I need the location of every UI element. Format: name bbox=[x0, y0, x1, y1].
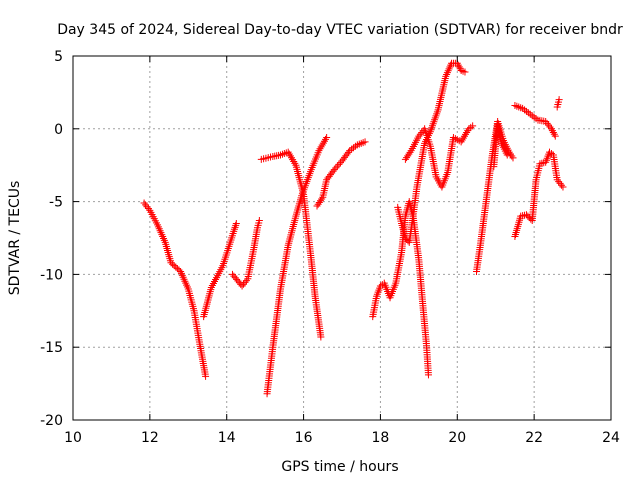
series-arc-8 bbox=[394, 59, 469, 246]
data-point bbox=[550, 130, 558, 138]
data-point bbox=[461, 68, 469, 76]
axis-ticks: 10 12 14 16 18 20 22 24 -20 -15 -10 -5 0 5 bbox=[40, 49, 620, 446]
series-arc-6 bbox=[313, 138, 369, 210]
data-point bbox=[332, 164, 340, 172]
data-point bbox=[454, 61, 462, 69]
series-arc-14 bbox=[553, 96, 563, 111]
data-point bbox=[170, 262, 178, 270]
data-point bbox=[144, 205, 152, 213]
data-point bbox=[542, 118, 550, 126]
data-point bbox=[546, 123, 554, 131]
data-point bbox=[344, 148, 352, 156]
data-series bbox=[140, 59, 567, 398]
data-point bbox=[333, 162, 341, 170]
series-arc-7 bbox=[369, 198, 432, 379]
y-tick-label: -15 bbox=[40, 340, 63, 356]
x-tick-label: 20 bbox=[448, 430, 466, 446]
data-point bbox=[255, 217, 263, 225]
x-tick-label: 10 bbox=[64, 430, 82, 446]
data-point bbox=[330, 166, 338, 174]
data-point bbox=[547, 125, 555, 133]
series-arc-11 bbox=[490, 120, 511, 171]
data-point bbox=[231, 223, 239, 231]
x-tick-label: 16 bbox=[295, 430, 313, 446]
data-point bbox=[545, 121, 553, 129]
grid-lines bbox=[73, 56, 611, 420]
y-tick-label: -5 bbox=[49, 195, 63, 211]
data-point bbox=[522, 211, 530, 219]
y-tick-label: -10 bbox=[40, 267, 63, 283]
data-point bbox=[551, 132, 559, 140]
data-point bbox=[415, 132, 423, 140]
data-point bbox=[548, 127, 556, 135]
data-point bbox=[140, 199, 148, 207]
data-point bbox=[361, 138, 369, 146]
data-point bbox=[232, 221, 240, 229]
plot-frame bbox=[72, 55, 612, 421]
data-point bbox=[467, 123, 475, 131]
data-point bbox=[240, 280, 248, 288]
x-tick-label: 24 bbox=[602, 430, 620, 446]
data-point bbox=[241, 278, 249, 286]
data-point bbox=[553, 176, 561, 184]
y-axis-label: SDTVAR / TECUs bbox=[7, 181, 23, 296]
x-tick-label: 12 bbox=[141, 430, 159, 446]
data-point bbox=[142, 201, 150, 209]
series-arc-2 bbox=[200, 219, 240, 321]
y-tick-label: 5 bbox=[54, 49, 63, 65]
data-point bbox=[555, 178, 563, 186]
data-point bbox=[555, 96, 563, 104]
data-point bbox=[469, 122, 477, 130]
data-point bbox=[503, 151, 511, 159]
data-point bbox=[323, 134, 331, 142]
x-tick-label: 22 bbox=[525, 430, 543, 446]
data-point bbox=[509, 154, 517, 162]
series-arc-9 bbox=[401, 122, 477, 191]
data-point bbox=[556, 179, 564, 187]
series-arc-4 bbox=[257, 148, 325, 341]
data-point bbox=[238, 282, 246, 290]
data-point bbox=[418, 128, 426, 136]
series-arc-1 bbox=[140, 199, 210, 380]
data-point bbox=[406, 148, 414, 156]
x-tick-label: 18 bbox=[372, 430, 390, 446]
y-tick-label: -20 bbox=[40, 413, 63, 429]
series-arc-13 bbox=[511, 102, 559, 140]
data-point bbox=[424, 371, 432, 379]
data-point bbox=[558, 181, 566, 189]
data-point bbox=[543, 119, 551, 127]
data-point bbox=[202, 372, 210, 380]
data-point bbox=[416, 130, 424, 138]
x-tick-label: 14 bbox=[218, 430, 236, 446]
data-point bbox=[169, 260, 177, 268]
data-point bbox=[318, 195, 326, 203]
data-point bbox=[143, 203, 151, 211]
data-point bbox=[173, 265, 181, 273]
data-point bbox=[559, 183, 567, 191]
data-point bbox=[232, 219, 240, 227]
x-axis-label: GPS time / hours bbox=[281, 459, 398, 475]
series-arc-12 bbox=[511, 148, 567, 241]
data-point bbox=[525, 214, 533, 222]
data-point bbox=[335, 160, 343, 168]
series-arc-3 bbox=[228, 217, 263, 290]
data-point bbox=[317, 333, 325, 341]
series-arc-10 bbox=[473, 118, 517, 275]
data-point bbox=[455, 63, 463, 71]
series-arc-5 bbox=[263, 134, 331, 398]
data-point bbox=[172, 263, 180, 271]
y-tick-label: 0 bbox=[54, 122, 63, 138]
data-point bbox=[549, 128, 557, 136]
chart-title: Day 345 of 2024, Sidereal Day-to-day VTE… bbox=[57, 22, 623, 38]
data-point bbox=[242, 277, 250, 285]
data-point bbox=[167, 259, 175, 267]
